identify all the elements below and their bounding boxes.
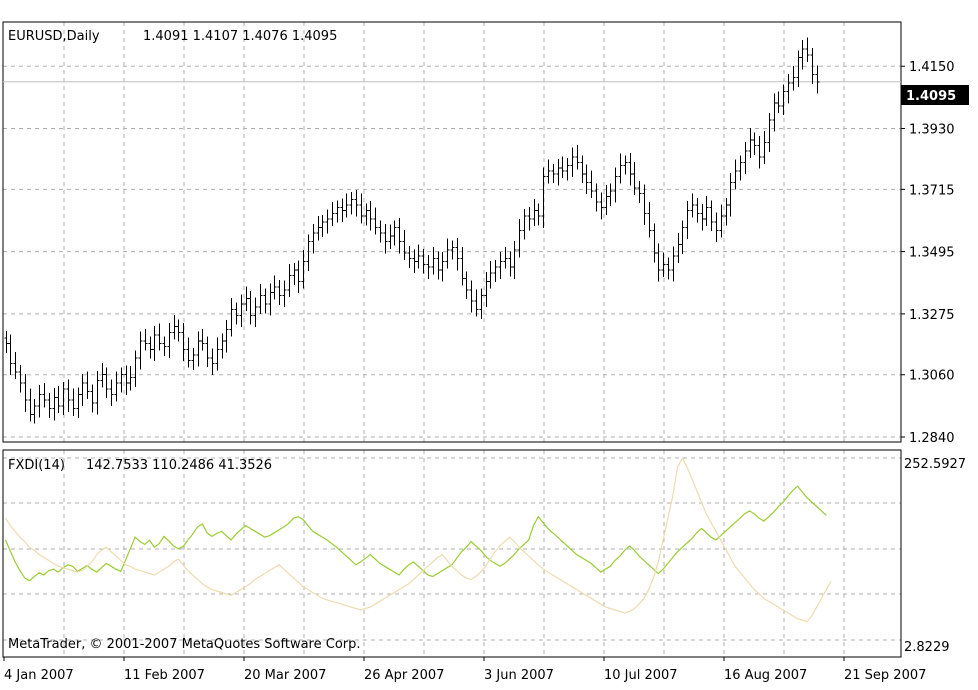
x-tick-label: 21 Sep 2007 [844,668,926,683]
indicator-name-label: FXDI(14) [8,458,65,473]
indicator-y-tick-label: 252.5927 [904,457,966,472]
ohlc-bars [4,37,820,424]
main-chart-frame[interactable] [2,21,902,443]
indicator-lines [4,457,832,623]
indicator-grid [3,450,901,657]
indicator-y-axis: 252.5927 2.8229 [904,457,966,655]
x-tick-label: 4 Jan 2007 [4,668,74,683]
indicator-frame[interactable] [2,449,902,658]
y-tick-label: 1.3060 [909,369,955,384]
x-tick-label: 11 Feb 2007 [124,668,205,683]
indicator-y-tick-label: 2.8229 [904,640,950,655]
x-tick-label: 10 Jul 2007 [604,668,678,683]
y-tick-label: 1.4150 [909,60,955,75]
time-x-axis: 4 Jan 2007 11 Feb 2007 20 Mar 2007 26 Apr 2… [3,657,926,683]
y-tick-label: 1.3495 [909,246,955,261]
x-tick-label: 16 Aug 2007 [724,668,807,683]
symbol-timeframe-label: EURUSD,Daily [8,29,100,44]
y-tick-label: 1.2840 [909,431,955,446]
copyright-footer: MetaTrader, © 2001-2007 MetaQuotes Softw… [8,637,361,652]
ohlc-values-label: 1.4091 1.4107 1.4076 1.4095 [143,29,337,44]
current-price-label: 1.4095 [901,85,969,105]
indicator-values-label: 142.7533 110.2486 41.3526 [86,458,272,473]
y-tick-label: 1.3275 [909,308,955,323]
y-tick-label: 1.3715 [909,183,955,198]
current-price-label-bg [901,85,969,105]
main-y-axis: 1.4150 1.3930 1.3715 1.3495 1.3275 1.3060 1.28… [901,60,955,446]
x-tick-label: 3 Jun 2007 [484,668,554,683]
current-price-label-text: 1.4095 [906,89,956,104]
main-grid [3,22,901,442]
x-tick-label: 20 Mar 2007 [244,668,326,683]
x-tick-label: 26 Apr 2007 [364,668,444,683]
indicator-series-1 [4,485,827,582]
indicator-series-2 [4,457,832,623]
y-tick-label: 1.3930 [909,122,955,137]
